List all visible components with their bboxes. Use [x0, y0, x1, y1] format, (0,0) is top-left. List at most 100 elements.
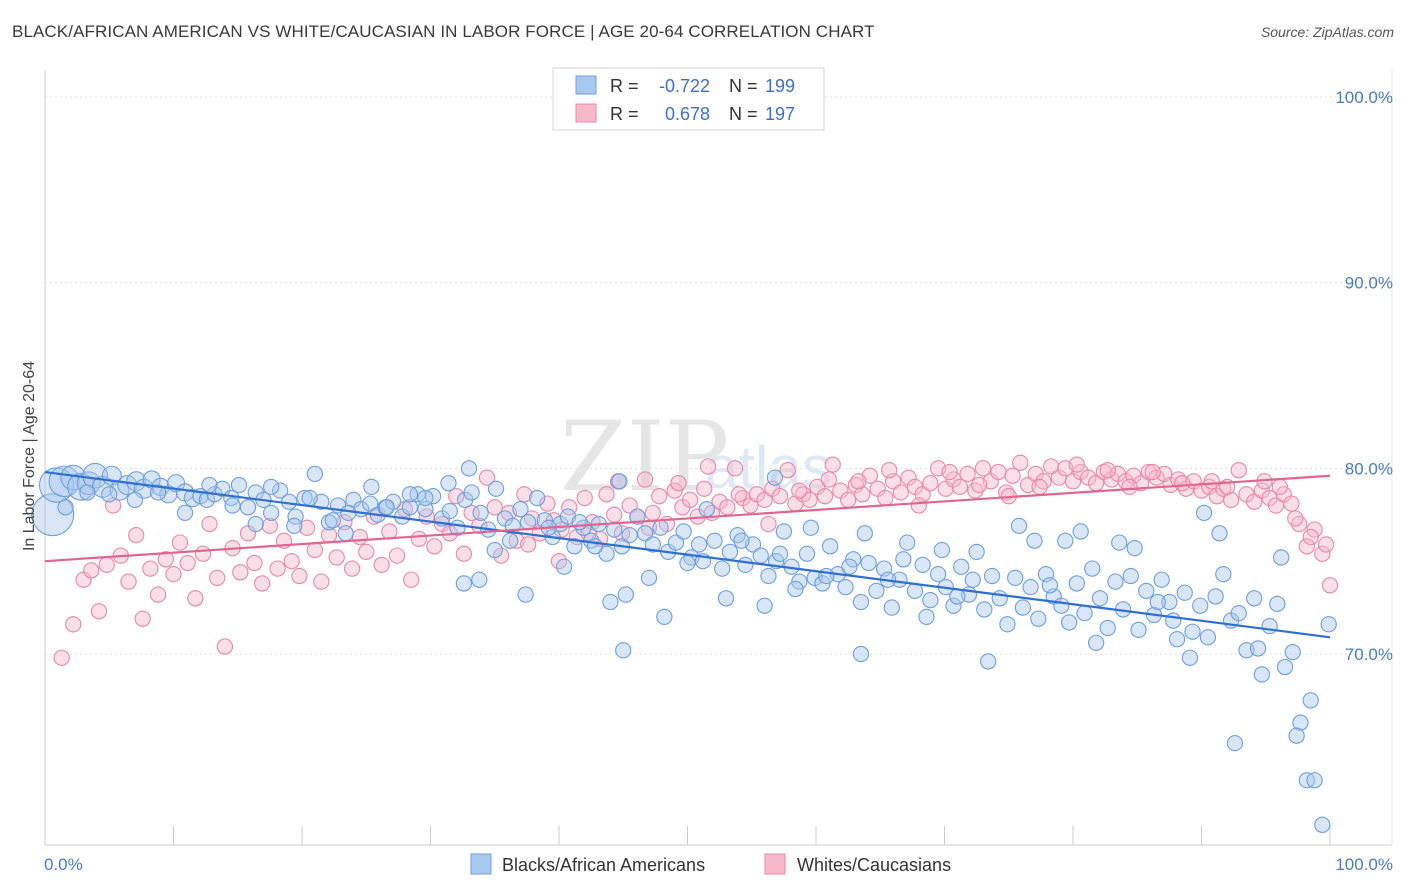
blue-point	[968, 543, 985, 561]
pink-point	[651, 488, 668, 505]
blue-point	[555, 558, 573, 575]
blue-point	[791, 573, 808, 590]
pink-point	[1012, 454, 1029, 471]
blue-point	[1284, 643, 1301, 661]
pink-point	[1283, 495, 1300, 512]
blue-point	[656, 608, 673, 626]
blue-point	[636, 525, 654, 542]
blue-point	[983, 567, 1001, 585]
pink-point	[850, 473, 867, 490]
pink-point	[681, 491, 699, 509]
pink-point	[1298, 538, 1316, 555]
blue-point	[1292, 714, 1309, 731]
pink-point	[1144, 463, 1161, 481]
blue-point	[301, 489, 318, 507]
blue-point	[1041, 577, 1059, 594]
blue-point	[487, 480, 505, 497]
stats-r-value-pink: 0.678	[665, 104, 710, 124]
blue-point	[899, 534, 916, 551]
pink-point	[1302, 528, 1319, 546]
blue-point	[486, 541, 503, 559]
blue-point	[31, 493, 75, 537]
blue-point	[472, 504, 489, 522]
blue-point	[929, 566, 947, 583]
blue-point	[895, 551, 912, 568]
stats-r-label-blue: R =	[610, 76, 639, 96]
blue-point	[126, 491, 144, 509]
blue-point	[566, 538, 583, 555]
pink-point	[696, 480, 713, 497]
blue-point	[1087, 634, 1105, 652]
pink-point	[486, 499, 503, 516]
blue-point	[378, 499, 395, 516]
blue-point	[529, 489, 546, 507]
blue-point	[512, 501, 529, 518]
blue-point	[1022, 579, 1039, 596]
pink-point	[157, 551, 174, 568]
pink-point	[699, 458, 717, 475]
stats-n-label-blue: N =	[729, 76, 758, 96]
pink-point	[448, 488, 465, 505]
pink-point	[760, 515, 777, 533]
pink-point	[644, 504, 661, 522]
blue-point	[714, 560, 731, 577]
pink-point	[670, 475, 687, 492]
blue-point	[991, 590, 1008, 607]
blue-point	[337, 525, 354, 542]
blue-point	[611, 473, 628, 490]
pink-point	[254, 575, 271, 592]
pink-point	[1031, 478, 1048, 496]
blue-point	[1226, 734, 1244, 752]
blue-point	[698, 501, 715, 518]
blue-point	[417, 501, 434, 518]
pink-point	[187, 590, 204, 607]
blue-point	[852, 645, 870, 663]
pink-point	[539, 495, 556, 512]
pink-point	[426, 538, 443, 555]
blue-point	[1261, 618, 1278, 635]
watermark-zip: ZIP	[560, 401, 729, 513]
pink-point	[90, 603, 108, 620]
pink-point	[246, 554, 263, 572]
pink-point	[719, 499, 736, 516]
blue-point	[756, 597, 773, 614]
pink-point	[351, 528, 368, 546]
blue-point	[706, 532, 723, 549]
blue-point	[1010, 517, 1028, 535]
pink-point	[298, 519, 316, 536]
pink-point	[971, 476, 988, 494]
stats-r-label-pink: R =	[610, 104, 639, 124]
pink-point	[990, 463, 1007, 481]
blue-point	[1215, 566, 1232, 583]
blue-point	[1007, 569, 1024, 587]
pink-point	[576, 489, 593, 507]
blue-point	[1026, 532, 1043, 549]
blue-point	[363, 478, 380, 496]
pink-point	[1246, 493, 1263, 510]
stats-legend-box	[552, 67, 825, 131]
pink-point	[1271, 478, 1289, 496]
blue-point	[286, 517, 303, 535]
blue-point	[1276, 658, 1294, 676]
pink-point	[779, 462, 796, 479]
pink-point	[922, 475, 939, 492]
pink-point	[1230, 462, 1247, 479]
blue-point	[1053, 597, 1070, 614]
blue-point	[852, 593, 870, 611]
x-tick-label-min: 0.0%	[44, 855, 83, 874]
blue-point	[798, 545, 816, 562]
blue-point	[57, 499, 74, 516]
blue-point	[766, 469, 784, 486]
blue-point	[868, 582, 885, 600]
blue-point	[980, 653, 997, 670]
blue-point	[675, 523, 692, 540]
pink-point	[201, 515, 218, 533]
series-legend-blue-label: Blacks/African Americans	[502, 855, 705, 875]
pink-point	[328, 549, 345, 566]
blue-point	[463, 484, 480, 501]
blue-point	[802, 519, 820, 536]
blue-point	[640, 569, 658, 587]
blue-point	[933, 541, 951, 559]
blue-point	[787, 580, 804, 598]
blue-point	[1111, 534, 1128, 551]
